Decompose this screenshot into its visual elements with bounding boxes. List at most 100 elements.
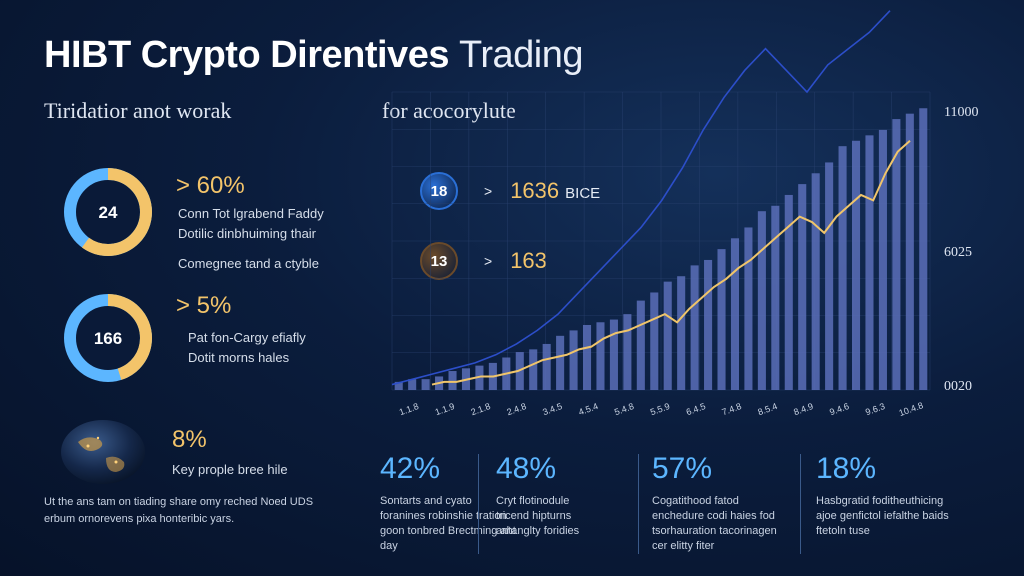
x-tick-label: 6.4.5	[685, 401, 707, 417]
divider	[800, 454, 801, 554]
bar	[677, 276, 686, 390]
stat-desc-1a: Conn Tot lgrabend Faddy	[178, 206, 324, 221]
bar	[636, 300, 645, 390]
bar	[730, 238, 740, 390]
bar	[529, 349, 538, 390]
bar	[744, 227, 753, 390]
bottom-stat-text-1: Sontarts and cyato foranines robinshie t…	[380, 495, 516, 552]
x-tick-label: 5.4.8	[613, 401, 635, 417]
x-tick-label: 9.6.3	[864, 401, 886, 417]
bottom-stat-2: 48% Cryt flotinodule tricend hipturns an…	[496, 452, 636, 539]
x-tick-label: 8.4.9	[792, 401, 814, 417]
x-tick-label: 1.1.9	[434, 401, 456, 417]
donut-arc-1	[64, 168, 152, 256]
bottom-stat-3: 57% Cogatithood fatod enchedure codi hai…	[652, 452, 792, 554]
stat-pct-3: 8%	[172, 426, 207, 453]
globe-icon	[61, 420, 145, 484]
bar	[838, 146, 847, 390]
bottom-stat-text-3: Cogatithood fatod enchedure codi haies f…	[652, 495, 777, 552]
bar	[784, 194, 793, 390]
x-tick-label: 2.1.8	[470, 401, 492, 417]
y-tick-label: 11000	[944, 105, 978, 120]
divider	[638, 454, 639, 554]
bottom-stat-pct-2: 48%	[496, 452, 557, 485]
bar	[704, 259, 713, 390]
bar	[690, 265, 699, 390]
x-tick-label: 10.4.8	[898, 400, 925, 418]
x-tick-label: 3.4.5	[541, 401, 563, 417]
bar	[394, 381, 403, 390]
blue-series-line	[391, 10, 891, 386]
stat-text-2: > 5% Pat fon-Cargy efiafly Dotit morns h…	[176, 292, 306, 368]
bar	[596, 322, 605, 390]
stat-block-3	[58, 418, 148, 491]
x-tick-label: 8.5.4	[756, 401, 778, 417]
bar	[717, 249, 726, 390]
stat-text-1: > 60% Conn Tot lgrabend Faddy Dotilic di…	[176, 172, 324, 274]
bottom-stat-pct-4: 18%	[816, 452, 877, 485]
x-tick-label: 7.4.8	[721, 401, 743, 417]
stat-pct-2: > 5%	[176, 292, 232, 319]
page-title: HIBT Crypto Direntives Trading	[44, 34, 583, 77]
badge-value-1-num: 1636	[510, 178, 560, 203]
stat-text-3: 8% Key prople bree hile	[172, 426, 288, 480]
stat-desc-1b: Dotilic dinbhuiming thair	[178, 226, 317, 241]
bar	[851, 140, 861, 390]
x-tick-label: 1.1.8	[398, 401, 420, 417]
bar	[609, 319, 618, 390]
donut-chart-1: 24	[64, 168, 152, 256]
bar	[582, 324, 592, 390]
bar	[865, 135, 874, 390]
bar	[663, 281, 672, 390]
x-tick-label: 9.4.6	[828, 401, 850, 417]
bar	[650, 292, 659, 390]
x-tick-label: 2.4.8	[505, 401, 527, 417]
bar	[878, 129, 887, 390]
bar	[408, 379, 417, 390]
bar	[771, 205, 780, 390]
subtitle-left: Tiridatior anot worak	[44, 98, 232, 123]
badge-value-2: 163	[510, 248, 547, 273]
x-tick-label: 5.5.9	[649, 401, 671, 417]
bar	[542, 343, 551, 390]
bottom-stat-text-4: Hasbgratid foditheuthicing ajoe genficto…	[816, 495, 949, 537]
donut-label-1: 24	[99, 203, 118, 222]
x-tick-label: 4.5.4	[577, 401, 599, 417]
bottom-stat-1: 42% Sontarts and cyato foranines robinsh…	[380, 452, 520, 554]
bottom-stat-4: 18% Hasbgratid foditheuthicing ajoe genf…	[816, 452, 956, 539]
bottom-stat-pct-1: 42%	[380, 452, 441, 485]
bar	[798, 184, 807, 390]
bar	[757, 211, 766, 390]
donut-chart-2: 166	[64, 294, 152, 382]
bar	[919, 108, 928, 390]
arrow-icon: >	[484, 183, 493, 199]
bar	[811, 173, 820, 390]
y-tick-label: 0020	[944, 379, 972, 394]
bar	[569, 330, 578, 390]
bar	[905, 113, 914, 390]
bar	[892, 119, 901, 390]
stat-desc-2a: Pat fon-Cargy efiafly	[188, 330, 306, 345]
y-tick-label: 6025	[944, 245, 972, 260]
bar	[448, 371, 457, 390]
gold-series-line	[431, 140, 911, 386]
title-bold: HIBT Crypto Direntives	[44, 34, 449, 76]
badge-suffix-1: BICE	[565, 185, 601, 202]
title-light: Trading	[459, 34, 583, 76]
stat-desc-2b: Dotit morns hales	[188, 350, 290, 365]
bottom-stat-pct-3: 57%	[652, 452, 713, 485]
bar	[421, 379, 430, 390]
badge-value-1: 1636 BICE	[510, 178, 600, 204]
stat-desc-3a: Key prople bree hile	[172, 462, 288, 477]
donut-arc-2	[64, 294, 152, 382]
stat-block-2: 166	[58, 288, 158, 393]
donut-label-2: 166	[94, 329, 122, 348]
badge-circle-2: 13	[420, 242, 458, 280]
stat-block-1: 24	[58, 162, 158, 267]
subtitle-right: for acocorylute	[382, 98, 516, 123]
bar	[556, 335, 565, 390]
stat-pct-1: > 60%	[176, 172, 245, 199]
bar	[825, 162, 834, 390]
divider	[478, 454, 479, 554]
